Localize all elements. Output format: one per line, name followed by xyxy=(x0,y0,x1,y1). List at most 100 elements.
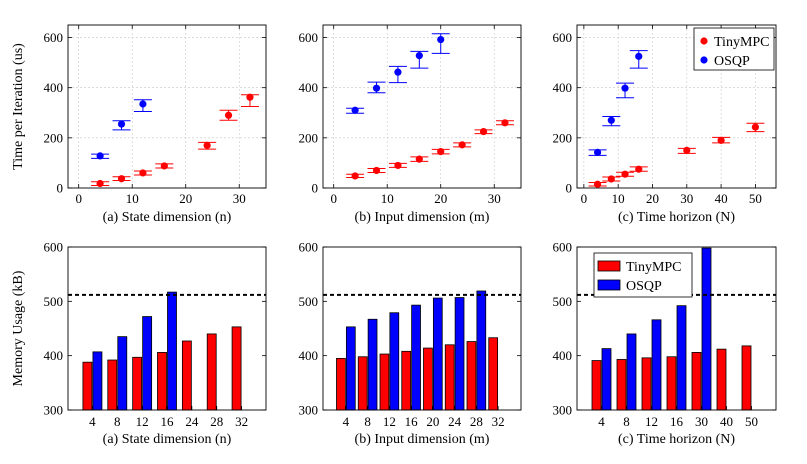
x-tick-label: 8 xyxy=(623,414,630,429)
legend-label: OSQP xyxy=(626,279,662,294)
x-tick-label: 40 xyxy=(715,191,728,206)
x-tick-label: 12 xyxy=(136,414,149,429)
plot-frame xyxy=(322,24,522,189)
osqp-point xyxy=(593,148,602,156)
tinympc-bar xyxy=(641,357,652,411)
plot-frame xyxy=(576,24,777,189)
x-tick-label: 8 xyxy=(364,414,371,429)
tinympc-bar xyxy=(423,347,433,411)
tinympc-point xyxy=(394,161,402,170)
tinympc-bar xyxy=(691,352,702,411)
tinympc-bar xyxy=(488,337,499,411)
legend-marker-tinympc xyxy=(700,37,708,45)
osqp-point xyxy=(139,100,147,108)
y-tick-label: 400 xyxy=(299,348,319,363)
y-tick-label: 600 xyxy=(299,30,319,45)
x-tick-label: 40 xyxy=(720,414,733,429)
x-tick-label: 32 xyxy=(235,414,248,429)
y-tick-label: 200 xyxy=(553,130,573,145)
tinympc-bar xyxy=(379,353,390,411)
osqp-bar xyxy=(167,291,177,411)
osqp-bar xyxy=(432,297,443,411)
x-tick-label: 30 xyxy=(233,191,246,206)
osqp-point xyxy=(437,35,445,44)
y-tick-label: 500 xyxy=(299,294,319,309)
osqp-bar xyxy=(92,351,103,411)
tinympc-point xyxy=(351,172,359,180)
y-tick-label: 600 xyxy=(44,30,64,45)
x-tick-label: 12 xyxy=(383,414,396,429)
tinympc-point xyxy=(607,175,615,183)
y-tick-label: 600 xyxy=(44,240,64,255)
x-tick-label: 20 xyxy=(179,191,192,206)
tinympc-point xyxy=(751,123,760,131)
y-tick-label: 0 xyxy=(57,181,64,196)
x-tick-label: 0 xyxy=(330,191,337,206)
tinympc-point xyxy=(117,175,126,183)
x-tick-label: 28 xyxy=(470,414,483,429)
x-tick-label: 30 xyxy=(680,191,693,206)
y-tick-label: 0 xyxy=(312,181,319,196)
tinympc-bar xyxy=(336,357,346,411)
osqp-bar xyxy=(411,304,421,411)
tinympc-point xyxy=(372,166,381,175)
x-tick-label: 0 xyxy=(581,191,588,206)
x-tick-label: 0 xyxy=(75,191,82,206)
y-tick-label: 0 xyxy=(566,181,573,196)
y-tick-label: 300 xyxy=(44,403,64,418)
y-tick-label: 600 xyxy=(553,240,573,255)
tinympc-bar xyxy=(206,333,217,411)
y-tick-label: 300 xyxy=(553,403,573,418)
y-axis-label: Time per Iteration (us) xyxy=(11,43,26,170)
tinympc-bar xyxy=(401,350,412,411)
x-tick-label: 24 xyxy=(448,414,462,429)
y-tick-label: 600 xyxy=(299,240,319,255)
osqp-bar xyxy=(142,316,153,411)
osqp-point xyxy=(96,152,104,160)
tinympc-bar xyxy=(444,344,455,411)
y-tick-label: 200 xyxy=(299,130,319,145)
tinympc-bar xyxy=(231,326,242,411)
panel-caption: (b) Input dimension (m) xyxy=(355,210,490,225)
x-tick-label: 10 xyxy=(381,191,394,206)
legend-label: TinyMPC xyxy=(626,260,682,275)
x-tick-label: 20 xyxy=(434,191,447,206)
osqp-bar xyxy=(367,318,378,411)
x-tick-label: 16 xyxy=(161,414,175,429)
osqp-bar xyxy=(601,348,612,411)
x-tick-label: 32 xyxy=(492,414,505,429)
osqp-point xyxy=(351,106,359,114)
tinympc-point xyxy=(139,169,147,177)
panel-caption: (c) Time horizon (N) xyxy=(618,432,735,447)
tinympc-point xyxy=(683,146,691,154)
x-tick-label: 28 xyxy=(210,414,223,429)
legend-box xyxy=(693,27,775,71)
y-tick-label: 400 xyxy=(553,80,573,95)
osqp-bar xyxy=(345,326,356,411)
tinympc-bar xyxy=(466,341,477,411)
osqp-point xyxy=(635,52,643,60)
tinympc-bar xyxy=(666,356,677,411)
y-tick-label: 300 xyxy=(299,403,319,418)
osqp-bar xyxy=(476,290,487,411)
tinympc-bar xyxy=(741,345,752,411)
tinympc-point xyxy=(501,119,509,127)
tinympc-bar xyxy=(82,361,93,411)
osqp-bar xyxy=(676,305,687,411)
tinympc-point xyxy=(246,93,254,101)
tinympc-point xyxy=(203,141,211,149)
x-tick-label: 10 xyxy=(126,191,139,206)
osqp-bar xyxy=(651,319,662,411)
osqp-point xyxy=(415,51,423,60)
panel-caption: (c) Time horizon (N) xyxy=(618,210,735,225)
x-tick-label: 16 xyxy=(405,414,419,429)
tinympc-point xyxy=(635,165,643,173)
y-tick-label: 400 xyxy=(44,348,64,363)
tinympc-bar xyxy=(157,352,167,411)
legend-label: OSQP xyxy=(714,54,750,69)
x-tick-label: 16 xyxy=(670,414,684,429)
x-tick-label: 30 xyxy=(488,191,501,206)
x-tick-label: 8 xyxy=(114,414,121,429)
osqp-point xyxy=(117,120,126,128)
